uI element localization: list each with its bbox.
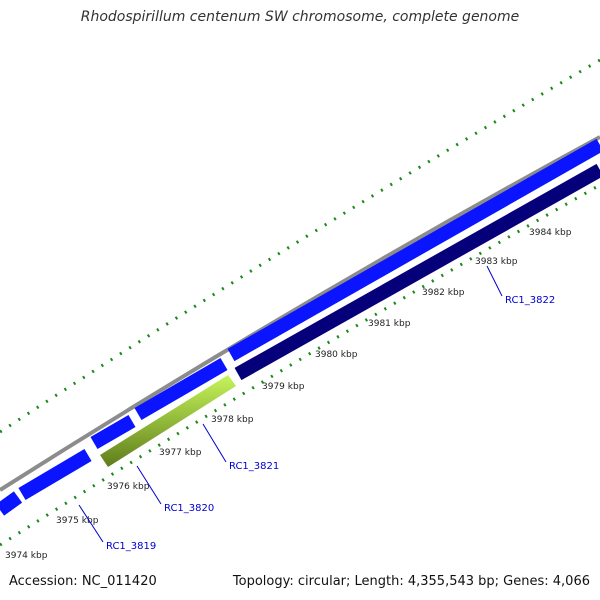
kbp-labels: 3974 kbp 3975 kbp 3976 kbp 3977 kbp 3978… <box>5 228 572 561</box>
gene-label[interactable]: RC1_3821 <box>229 461 279 472</box>
gene-forward[interactable] <box>0 491 23 516</box>
gene-label-leaders <box>78 265 503 543</box>
leader-line <box>78 504 104 543</box>
kbp-label: 3981 kbp <box>368 319 411 329</box>
map-title: Rhodospirillum centenum SW chromosome, c… <box>80 9 520 25</box>
forward-strand-genes <box>0 138 600 516</box>
kbp-label: 3982 kbp <box>422 288 465 298</box>
inner-tick-ring <box>0 183 600 547</box>
kbp-label: 3977 kbp <box>159 448 202 458</box>
outer-tick-ring <box>0 58 600 434</box>
gene-label[interactable]: RC1_3819 <box>106 541 156 552</box>
leader-line <box>486 265 503 297</box>
gene-forward[interactable] <box>134 357 228 421</box>
gene-forward[interactable] <box>227 138 600 362</box>
kbp-label: 3974 kbp <box>5 551 48 561</box>
gene-label[interactable]: RC1_3820 <box>164 503 214 514</box>
kbp-label: 3978 kbp <box>211 415 254 425</box>
gene-forward[interactable] <box>18 448 92 501</box>
gene-forward[interactable] <box>90 414 136 450</box>
kbp-label: 3979 kbp <box>262 382 305 392</box>
chromosome-backbone <box>0 135 600 492</box>
kbp-label: 3984 kbp <box>529 228 572 238</box>
kbp-label: 3983 kbp <box>475 257 518 267</box>
accession-label: Accession: NC_011420 <box>9 574 157 589</box>
leader-line <box>202 423 227 463</box>
kbp-label: 3980 kbp <box>315 350 358 360</box>
gene-label[interactable]: RC1_3822 <box>505 295 555 306</box>
highlighted-gene[interactable] <box>100 375 236 467</box>
genome-summary: Topology: circular; Length: 4,355,543 bp… <box>232 574 590 589</box>
gene-labels: RC1_3819 RC1_3820 RC1_3821 RC1_3822 <box>106 295 555 552</box>
reverse-strand-genes <box>234 163 600 381</box>
leader-line <box>136 465 162 505</box>
kbp-label: 3976 kbp <box>107 482 150 492</box>
gene-reverse[interactable] <box>234 163 600 381</box>
kbp-label: 3975 kbp <box>56 516 99 526</box>
